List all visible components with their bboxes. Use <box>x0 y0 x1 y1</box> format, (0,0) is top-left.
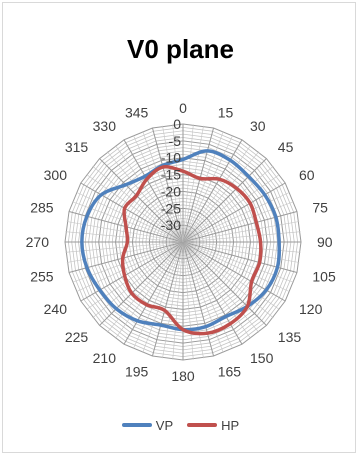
grid-spoke <box>182 201 294 243</box>
radial-label: -10 <box>161 150 181 166</box>
angle-label-90: 90 <box>317 234 333 250</box>
legend-swatch-hp <box>187 423 218 427</box>
grid-spoke <box>162 125 184 243</box>
grid-spoke <box>182 241 260 333</box>
angle-label-270: 270 <box>26 234 50 250</box>
angle-label-165: 165 <box>218 363 242 379</box>
grid-spoke <box>123 139 184 243</box>
angle-label-0: 0 <box>179 100 187 116</box>
angle-label-120: 120 <box>299 301 323 317</box>
grid-spoke <box>182 241 243 345</box>
grid-spoke <box>182 241 301 253</box>
legend-label-hp: HP <box>221 417 240 433</box>
radial-label: -15 <box>161 167 181 183</box>
radial-label: -20 <box>161 183 181 199</box>
grid-spoke <box>182 151 260 243</box>
grid-spoke <box>182 131 224 243</box>
grid-spoke <box>151 241 184 357</box>
angle-label-45: 45 <box>278 139 294 155</box>
grid-spoke <box>162 241 184 359</box>
grid-spoke <box>86 174 184 243</box>
grid-spoke <box>115 145 184 243</box>
grid-spoke <box>142 241 184 353</box>
grid-spoke <box>182 139 243 243</box>
grid-spoke <box>106 151 184 243</box>
grid-spoke <box>182 127 215 243</box>
angle-label-255: 255 <box>30 269 54 285</box>
radial-label: 0 <box>173 116 181 132</box>
grid-spoke <box>115 241 184 339</box>
grid-spoke <box>182 241 215 357</box>
angle-label-30: 30 <box>250 118 266 134</box>
angle-label-225: 225 <box>65 329 89 345</box>
grid-spoke <box>182 158 267 243</box>
grid-spoke <box>182 241 280 310</box>
grid-spoke <box>132 241 184 350</box>
legend-swatch-vp <box>121 423 152 427</box>
grid-spoke <box>92 165 184 243</box>
grid-spoke <box>182 125 204 243</box>
grid-spoke <box>182 210 298 243</box>
grid-spoke <box>182 182 286 243</box>
grid-spoke <box>182 191 291 243</box>
angle-label-75: 75 <box>312 199 328 215</box>
grid-spoke <box>106 241 184 333</box>
grid-spoke <box>182 241 267 326</box>
angle-label-285: 285 <box>30 199 54 215</box>
grid-spoke <box>99 158 184 243</box>
angle-label-300: 300 <box>44 167 68 183</box>
angle-label-180: 180 <box>171 368 195 384</box>
grid-spoke <box>172 124 184 243</box>
grid-spoke <box>182 124 194 243</box>
grid-spoke <box>182 241 224 353</box>
grid-spoke <box>80 241 184 302</box>
angle-label-210: 210 <box>93 350 117 366</box>
grid-spoke <box>132 134 184 243</box>
grid-spoke <box>182 241 194 360</box>
grid-spoke <box>80 182 184 243</box>
radial-label: -30 <box>161 217 181 233</box>
angle-label-15: 15 <box>218 105 234 121</box>
grid-spoke <box>182 241 274 319</box>
grid-spoke <box>182 241 286 302</box>
angle-label-315: 315 <box>65 139 89 155</box>
legend-item-vp: VP <box>121 417 174 433</box>
grid-spoke <box>182 145 251 243</box>
grid-spoke <box>92 241 184 319</box>
grid-spoke <box>123 241 184 345</box>
grid-spoke <box>151 127 184 243</box>
grid-spoke <box>182 241 251 339</box>
legend-label-vp: VP <box>155 417 174 433</box>
grid-spoke <box>65 231 184 243</box>
grid-spoke <box>172 241 184 360</box>
angle-label-195: 195 <box>125 363 149 379</box>
angle-label-135: 135 <box>278 329 302 345</box>
radial-label: -5 <box>169 133 182 149</box>
legend-item-hp: HP <box>187 418 239 433</box>
grid-spoke <box>142 131 184 243</box>
chart-title: V0 plane <box>127 34 234 64</box>
grid-spoke <box>182 174 280 243</box>
grid-spoke <box>182 165 274 243</box>
angle-label-60: 60 <box>299 167 315 183</box>
angle-label-105: 105 <box>312 269 336 285</box>
angle-label-330: 330 <box>93 118 117 134</box>
grid-spoke <box>182 134 234 243</box>
angle-label-345: 345 <box>125 105 149 121</box>
legend: VP HP <box>0 415 361 435</box>
grid-spoke <box>182 231 301 243</box>
grid-spoke <box>182 241 204 359</box>
grid-spoke <box>182 221 300 243</box>
grid-spoke <box>182 241 234 350</box>
angle-label-240: 240 <box>44 301 68 317</box>
grid-spoke <box>99 241 184 326</box>
grid-spoke <box>86 241 184 310</box>
angle-label-150: 150 <box>250 350 274 366</box>
radial-label: -25 <box>161 200 181 216</box>
